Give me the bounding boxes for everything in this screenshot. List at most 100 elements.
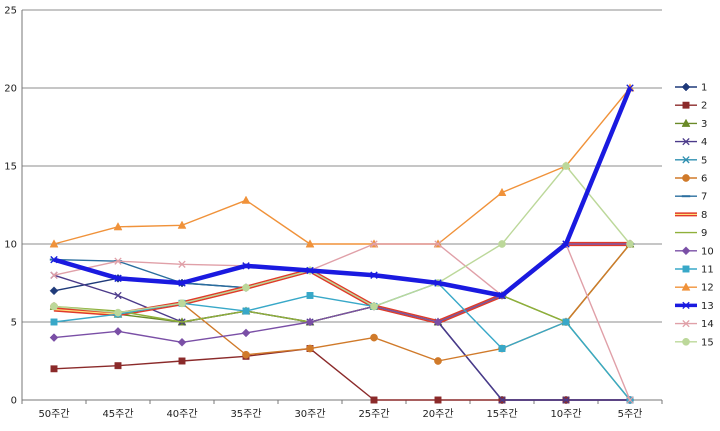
legend-marker [681,246,691,256]
legend-marker [681,82,691,92]
x-tick-label: 35주간 [230,408,261,420]
data-point [498,396,506,404]
legend-label: 2 [701,101,707,112]
series-line-11 [53,282,631,401]
data-point [498,240,506,248]
data-point [434,240,442,248]
data-point [177,220,187,229]
data-point [305,317,315,327]
series-2 [50,345,634,404]
legend-item-6: 6 [675,174,707,185]
legend-item-8: 8 [675,210,707,221]
data-point [114,257,122,265]
y-tick-label: 0 [11,396,17,407]
data-point [242,262,250,270]
data-point [562,162,570,170]
data-point [178,357,186,365]
x-tick-label: 50주간 [38,408,69,420]
data-point [370,240,378,248]
legend-label: 15 [701,337,714,348]
data-point [562,318,570,326]
data-point [178,260,186,268]
legend-item-4: 4 [675,137,707,148]
legend-item-9: 9 [675,228,707,239]
data-point [49,239,59,248]
data-point [178,279,186,287]
data-point [626,240,634,248]
data-point [241,195,251,204]
x-tick-label: 10주간 [550,408,581,420]
legend-marker [682,337,690,346]
gridlines [22,9,662,401]
data-point [306,266,314,275]
data-point [177,337,187,347]
x-tick-label: 5주간 [618,408,643,420]
series-line-10 [53,243,630,343]
y-tick-label: 5 [11,318,17,329]
data-point [626,396,634,404]
data-point [562,396,570,404]
data-point [49,333,59,342]
data-point [434,357,442,365]
series-line-4 [53,274,630,401]
legend-item-12: 12 [675,282,714,294]
data-point [434,279,442,287]
data-point [242,283,250,292]
legend-label: 4 [701,137,707,148]
legend-label: 13 [701,301,714,312]
y-tick-label: 20 [4,84,17,95]
legend-item-11: 11 [675,265,714,276]
data-point [242,350,250,359]
data-point [370,271,378,279]
data-point [50,318,58,326]
data-point [114,308,122,317]
legend-label: 9 [701,228,707,239]
data-point [370,333,378,342]
data-point [50,365,58,373]
legend-item-13: 13 [675,301,714,312]
legend-marker [682,101,690,109]
legend-marker [682,156,690,164]
data-point [434,396,442,404]
data-point [50,302,58,311]
series-line-12 [53,87,631,245]
legend-item-14: 14 [675,319,714,330]
data-point [305,239,315,248]
legend-item-10: 10 [675,246,714,257]
series-4 [50,271,634,404]
legend-marker [682,319,690,328]
data-point [626,84,634,92]
legend-marker [681,282,691,291]
data-point [306,344,314,353]
x-tick-label: 15주간 [486,408,517,420]
data-point [50,255,58,264]
legend-marker [681,118,691,127]
axes: 0 5 10 15 20 25 50주간 45주간 40주간 35주간 30주간 25주간 20주간 15… [4,6,663,420]
data-point [49,286,59,296]
x-tick-label: 20주간 [422,408,453,420]
series-5 [50,84,634,300]
data-point [498,291,506,300]
series-line-13 [53,87,633,298]
legend-marker [682,137,690,146]
x-tick-label: 45주간 [102,408,133,420]
legend-item-7: 7 [675,192,707,203]
x-tick-label: 40주간 [166,408,197,420]
legend-label: 5 [701,155,707,166]
legend-label: 11 [701,265,714,276]
data-point [370,396,378,404]
data-point [241,328,251,338]
series-11 [50,279,634,404]
series-lines [49,83,635,405]
legend-label: 14 [701,319,714,330]
legend-label: 8 [701,210,707,221]
y-tick-label: 10 [4,240,17,251]
data-point [242,307,250,315]
series-line-2 [53,347,630,401]
data-point [497,187,507,196]
legend-marker [682,174,690,182]
legend-label: 10 [701,246,714,257]
data-point [114,291,122,300]
